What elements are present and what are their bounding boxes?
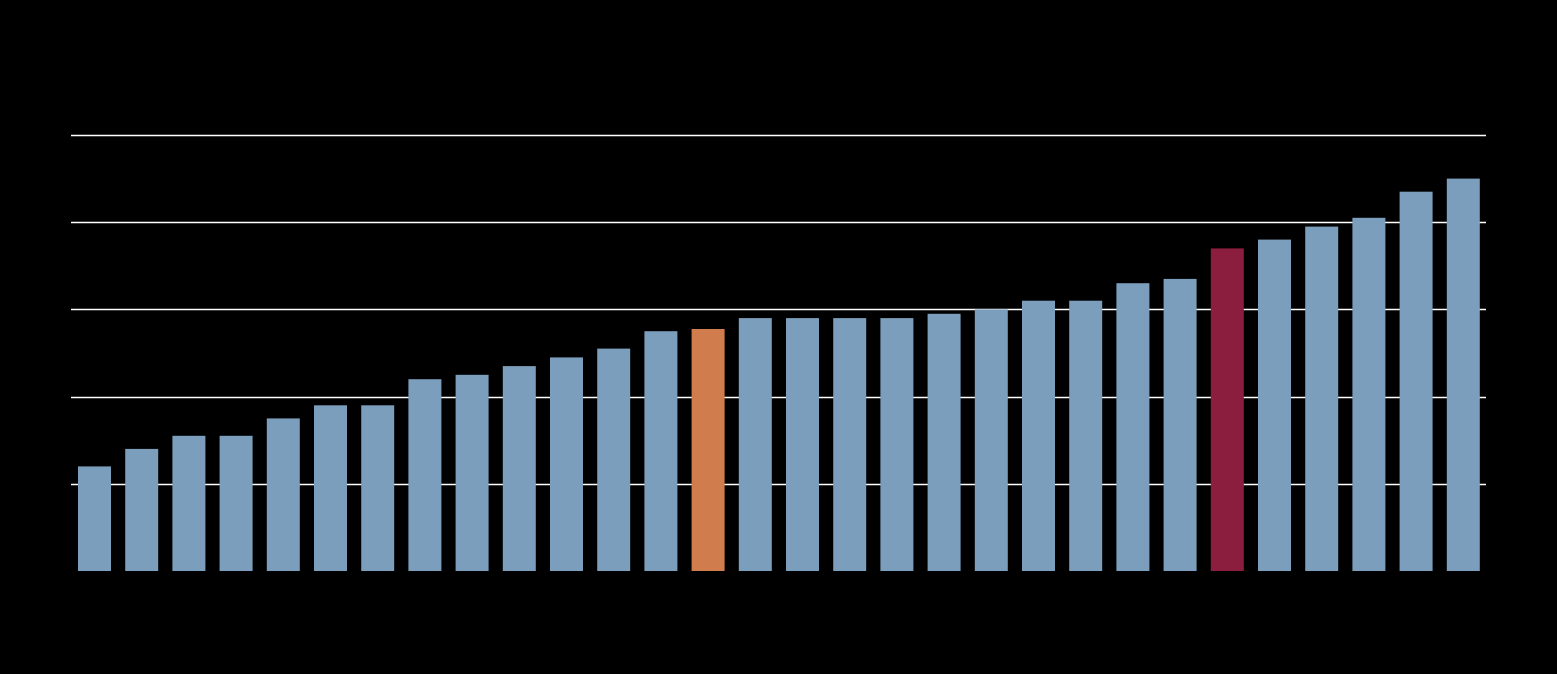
bars <box>78 178 1480 572</box>
bar <box>502 366 536 571</box>
bar <box>927 313 961 571</box>
bar <box>974 309 1008 571</box>
bar <box>78 466 111 571</box>
bar <box>880 318 914 571</box>
bar <box>266 418 300 571</box>
bar <box>1399 191 1433 571</box>
bar <box>408 379 442 571</box>
bar <box>125 448 159 571</box>
bar <box>1069 300 1103 571</box>
bar <box>1305 226 1339 571</box>
bar <box>1022 300 1055 571</box>
bar <box>1352 217 1386 572</box>
bar <box>644 331 678 571</box>
bar <box>597 348 631 571</box>
bar <box>738 318 772 571</box>
bar-highlight <box>691 329 725 571</box>
bar <box>786 318 819 571</box>
bar <box>361 405 395 571</box>
bar <box>1116 283 1150 571</box>
bar <box>1163 278 1197 571</box>
bar <box>455 374 489 571</box>
bar-highlight <box>1210 248 1244 571</box>
bar <box>833 318 867 571</box>
bar <box>1258 239 1291 571</box>
bar <box>219 435 253 571</box>
bar <box>550 357 583 571</box>
bar <box>172 435 206 571</box>
gridlines <box>71 134 1486 486</box>
bar <box>1446 178 1480 571</box>
bar <box>314 405 347 571</box>
